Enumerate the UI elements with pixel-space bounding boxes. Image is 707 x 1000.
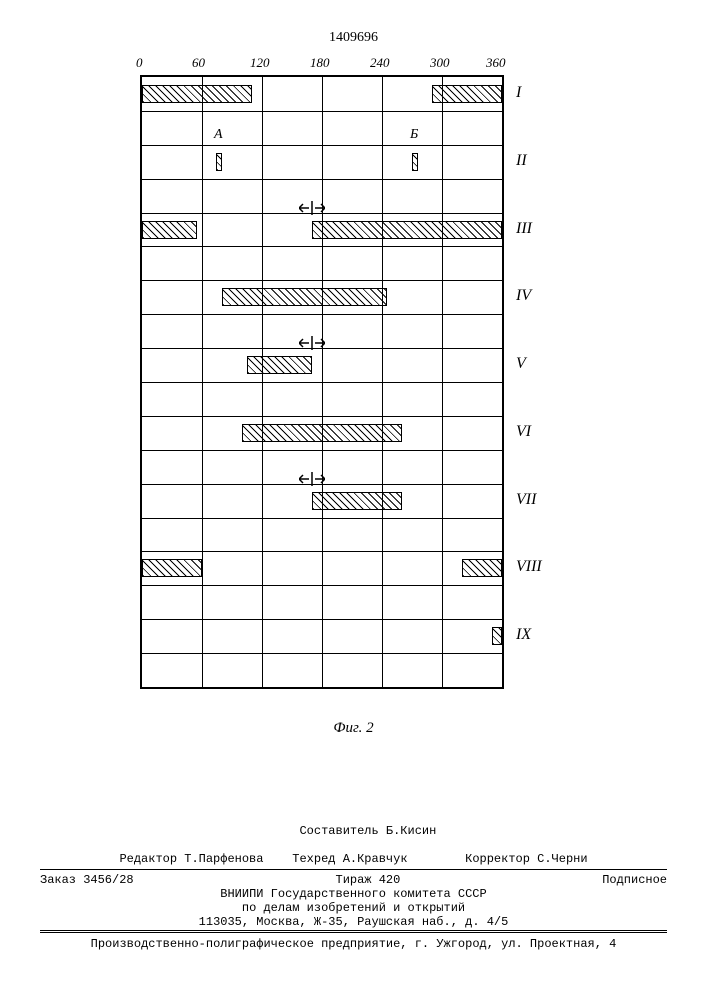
grid-hline: [142, 280, 502, 281]
figure-caption: Фиг. 2: [333, 720, 373, 737]
timing-bar: [142, 221, 197, 239]
grid-hline: [142, 179, 502, 180]
editor-name: Т.Парфенова: [184, 852, 263, 866]
tick-0: 0: [136, 55, 143, 71]
row-label: II: [516, 152, 527, 170]
timing-chart: 0 60 120 180 240 300 360 IIIIIIIVVVIVIIV…: [140, 75, 500, 689]
row-label: VI: [516, 423, 531, 441]
org-line-1: ВНИИПИ Государственного комитета СССР: [40, 887, 667, 901]
grid-hline: [142, 145, 502, 146]
timing-bar: [412, 153, 418, 171]
grid-hline: [142, 314, 502, 315]
double-arrow-icon: [299, 336, 325, 350]
grid-hline: [142, 111, 502, 112]
editor-label: Редактор: [119, 852, 177, 866]
page-number: 1409696: [329, 30, 378, 46]
timing-bar: [312, 221, 502, 239]
meta-row: Заказ 3456/28 Тираж 420 Подписное: [40, 873, 667, 887]
tech-label: Техред: [292, 852, 335, 866]
address-line: 113035, Москва, Ж-35, Раушская наб., д. …: [40, 915, 667, 929]
grid-hline: [142, 653, 502, 654]
corrector-label: Корректор: [465, 852, 530, 866]
subscription: Подписное: [602, 873, 667, 887]
row-label: IX: [516, 626, 531, 644]
tick-300: 300: [430, 55, 450, 71]
footer-block: Составитель Б.Кисин Редактор Т.Парфенова…: [40, 810, 667, 936]
timing-bar: [247, 356, 312, 374]
order-number: Заказ 3456/28: [40, 873, 134, 887]
tech-name: А.Кравчук: [343, 852, 408, 866]
timing-bar: [242, 424, 402, 442]
grid-hline: [142, 518, 502, 519]
grid-hline: [142, 619, 502, 620]
row-label: V: [516, 355, 526, 373]
timing-bar: [432, 85, 502, 103]
grid-hline: [142, 585, 502, 586]
tirazh: Тираж 420: [336, 873, 401, 887]
compiler-label: Составитель: [299, 824, 378, 838]
compiler-line: Составитель Б.Кисин: [40, 810, 667, 852]
row-label: III: [516, 220, 532, 238]
timing-bar: [312, 492, 402, 510]
tick-60: 60: [192, 55, 205, 71]
tick-360: 360: [486, 55, 506, 71]
credits-line: Редактор Т.Парфенова Техред А.Кравчук Ко…: [40, 852, 667, 866]
tick-120: 120: [250, 55, 270, 71]
row-label: I: [516, 84, 521, 102]
divider: [40, 869, 667, 870]
timing-bar: [462, 559, 502, 577]
marker-label: А: [214, 127, 223, 143]
corrector-name: С.Черни: [537, 852, 587, 866]
compiler-name: Б.Кисин: [386, 824, 436, 838]
grid-hline: [142, 246, 502, 247]
printer-line: Производственно-полиграфическое предприя…: [40, 930, 667, 951]
timing-bar: [492, 627, 502, 645]
tick-180: 180: [310, 55, 330, 71]
grid-hline: [142, 551, 502, 552]
timing-bar: [142, 85, 252, 103]
row-label: VII: [516, 491, 536, 509]
timing-bar: [142, 559, 202, 577]
tick-240: 240: [370, 55, 390, 71]
chart-grid: IIIIIIIVVVIVIIVIIIIXАБ: [140, 75, 504, 689]
timing-bar: [216, 153, 222, 171]
marker-label: Б: [410, 127, 418, 143]
grid-hline: [142, 416, 502, 417]
double-arrow-icon: [299, 201, 325, 215]
timing-bar: [222, 288, 387, 306]
row-label: IV: [516, 287, 531, 305]
row-label: VIII: [516, 558, 542, 576]
double-arrow-icon: [299, 472, 325, 486]
grid-hline: [142, 382, 502, 383]
grid-hline: [142, 450, 502, 451]
org-line-2: по делам изобретений и открытий: [40, 901, 667, 915]
